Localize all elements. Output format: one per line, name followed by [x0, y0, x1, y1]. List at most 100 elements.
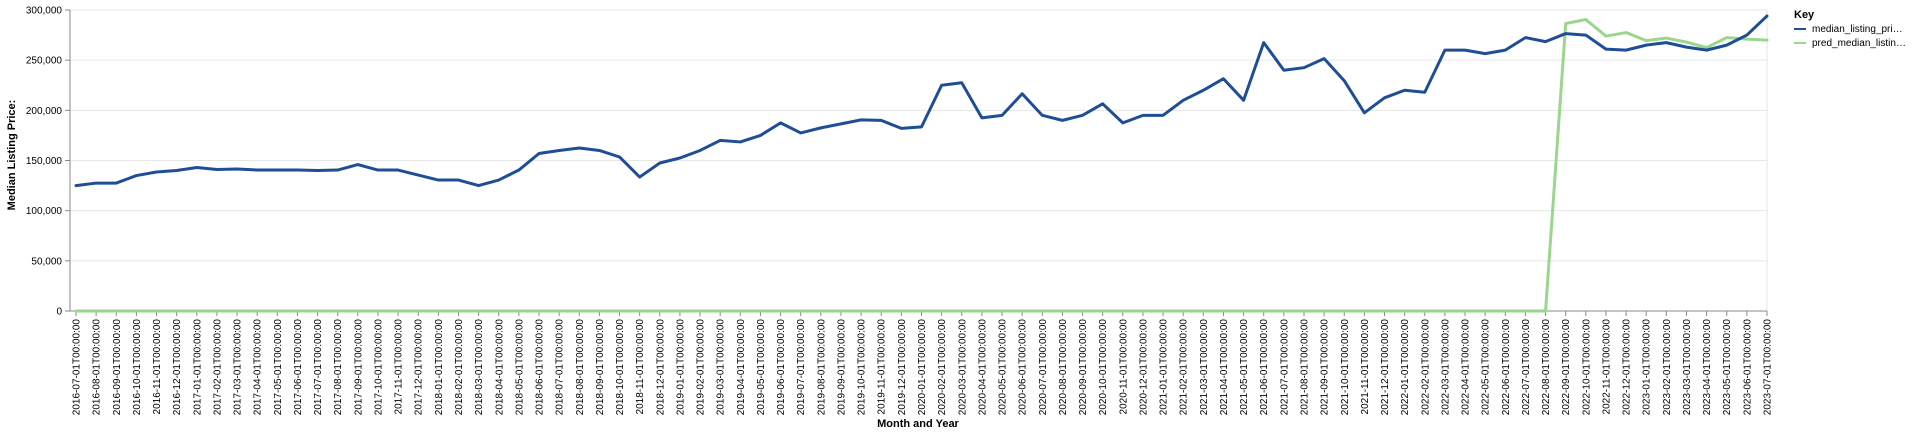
series-line-median-listing-pri — [74, 14, 1769, 188]
x-tick-label: 2021-09-01T00:00:00 — [1320, 319, 1331, 416]
x-tick-label: 2017-11-01T00:00:00 — [394, 319, 405, 415]
x-tick-label: 2019-12-01T00:00:00 — [897, 319, 908, 416]
x-tick-label: 2019-06-01T00:00:00 — [776, 319, 787, 416]
x-tick-label: 2022-06-01T00:00:00 — [1501, 319, 1512, 416]
series-lines — [74, 14, 1769, 313]
x-tick-label: 2019-03-01T00:00:00 — [716, 319, 727, 416]
legend-title: Key — [1794, 9, 1815, 21]
x-tick-label: 2016-07-01T00:00:00 — [72, 319, 83, 416]
x-tick-label: 2020-07-01T00:00:00 — [1038, 319, 1049, 416]
x-tick-label: 2018-01-01T00:00:00 — [434, 319, 445, 416]
x-tick-label: 2020-10-01T00:00:00 — [1098, 319, 1109, 416]
x-tick-label: 2019-08-01T00:00:00 — [816, 319, 827, 416]
x-tick-label: 2021-10-01T00:00:00 — [1340, 319, 1351, 416]
x-tick-label: 2023-01-01T00:00:00 — [1642, 319, 1653, 416]
x-tick-label: 2021-04-01T00:00:00 — [1219, 319, 1230, 416]
x-tick-label: 2017-04-01T00:00:00 — [253, 319, 264, 416]
x-tick-label: 2019-02-01T00:00:00 — [696, 319, 707, 416]
grid-lines — [70, 9, 1768, 312]
x-tick-label: 2023-06-01T00:00:00 — [1742, 319, 1753, 416]
y-tick-label: 250,000 — [26, 56, 63, 67]
x-tick-label: 2018-09-01T00:00:00 — [595, 319, 606, 416]
x-tick-label: 2017-07-01T00:00:00 — [313, 319, 324, 416]
x-tick-label: 2021-02-01T00:00:00 — [1179, 319, 1190, 416]
x-tick-label: 2023-02-01T00:00:00 — [1662, 319, 1673, 416]
legend-entries: median_listing_pri… pred_median_listin… — [1794, 24, 1906, 49]
x-tick-label: 2021-01-01T00:00:00 — [1159, 319, 1170, 416]
x-tick-label: 2022-05-01T00:00:00 — [1481, 319, 1492, 416]
y-tick-label: 300,000 — [26, 6, 63, 17]
legend: Key median_listing_pri… pred_median_listi… — [1794, 9, 1906, 49]
x-tick-label: 2021-08-01T00:00:00 — [1299, 319, 1310, 416]
x-tick-label: 2016-12-01T00:00:00 — [172, 319, 183, 416]
y-tick-label: 200,000 — [26, 106, 63, 117]
x-tick-label: 2021-06-01T00:00:00 — [1259, 319, 1270, 416]
y-axis-title: Median Listing Price: — [6, 100, 18, 211]
x-tick-label: 2017-08-01T00:00:00 — [333, 319, 344, 416]
x-tick-label: 2022-08-01T00:00:00 — [1541, 319, 1552, 416]
series-line-pred-median-listin — [74, 18, 1769, 313]
x-tick-label: 2021-11-01T00:00:00 — [1360, 319, 1371, 415]
x-tick-label: 2020-11-01T00:00:00 — [1118, 319, 1129, 415]
x-tick-label: 2022-11-01T00:00:00 — [1601, 319, 1612, 415]
x-tick-label: 2023-07-01T00:00:00 — [1763, 319, 1774, 416]
x-tick-label: 2019-05-01T00:00:00 — [756, 319, 767, 416]
x-tick-label: 2017-05-01T00:00:00 — [273, 319, 284, 416]
x-tick-label: 2020-04-01T00:00:00 — [977, 319, 988, 416]
x-tick-label: 2021-05-01T00:00:00 — [1239, 319, 1250, 416]
axes: 0 50,000 100,000 150,000 200,000 250,000 300,0… — [26, 6, 1774, 416]
x-tick-label: 2018-12-01T00:00:00 — [655, 319, 666, 416]
x-tick-label: 2022-09-01T00:00:00 — [1561, 319, 1572, 416]
x-tick-label: 2018-05-01T00:00:00 — [514, 319, 525, 416]
x-tick-label: 2018-06-01T00:00:00 — [535, 319, 546, 416]
x-tick-label: 2017-12-01T00:00:00 — [414, 319, 425, 416]
x-tick-label: 2016-09-01T00:00:00 — [112, 319, 123, 416]
x-tick-label: 2021-03-01T00:00:00 — [1199, 319, 1210, 416]
y-tick-label: 150,000 — [26, 156, 63, 167]
x-tick-label: 2018-08-01T00:00:00 — [575, 319, 586, 416]
x-tick-label: 2018-07-01T00:00:00 — [555, 319, 566, 416]
x-tick-label: 2018-03-01T00:00:00 — [474, 319, 485, 416]
x-tick-label: 2020-08-01T00:00:00 — [1058, 319, 1069, 416]
x-tick-label: 2018-11-01T00:00:00 — [635, 319, 646, 415]
x-tick-label: 2020-01-01T00:00:00 — [917, 319, 928, 416]
x-tick-label: 2016-10-01T00:00:00 — [132, 319, 143, 416]
x-tick-label: 2023-04-01T00:00:00 — [1702, 319, 1713, 416]
x-tick-label: 2020-06-01T00:00:00 — [1018, 319, 1029, 416]
x-tick-label: 2018-10-01T00:00:00 — [615, 319, 626, 416]
x-tick-label: 2017-09-01T00:00:00 — [353, 319, 364, 416]
x-tick-label: 2017-02-01T00:00:00 — [212, 319, 223, 416]
x-tick-label: 2022-10-01T00:00:00 — [1581, 319, 1592, 416]
x-tick-label: 2022-03-01T00:00:00 — [1440, 319, 1451, 416]
x-tick-label: 2022-12-01T00:00:00 — [1622, 319, 1633, 416]
y-tick-label: 100,000 — [26, 206, 63, 217]
x-tick-label: 2022-04-01T00:00:00 — [1461, 319, 1472, 416]
x-tick-label: 2022-01-01T00:00:00 — [1400, 319, 1411, 416]
y-tick-label: 50,000 — [31, 256, 62, 267]
x-tick-label: 2023-05-01T00:00:00 — [1722, 319, 1733, 416]
x-tick-label: 2022-02-01T00:00:00 — [1420, 319, 1431, 416]
x-tick-label: 2020-03-01T00:00:00 — [957, 319, 968, 416]
x-tick-label: 2020-05-01T00:00:00 — [998, 319, 1009, 416]
x-tick-label: 2019-11-01T00:00:00 — [877, 319, 888, 415]
x-tick-label: 2019-10-01T00:00:00 — [857, 319, 868, 416]
legend-label: median_listing_pri… — [1812, 24, 1903, 35]
x-tick-label: 2019-04-01T00:00:00 — [736, 319, 747, 416]
x-tick-label: 2021-12-01T00:00:00 — [1380, 319, 1391, 416]
x-tick-label: 2019-07-01T00:00:00 — [796, 319, 807, 416]
x-tick-label: 2018-02-01T00:00:00 — [454, 319, 465, 416]
x-tick-label: 2017-06-01T00:00:00 — [293, 319, 304, 416]
x-tick-label: 2021-07-01T00:00:00 — [1279, 319, 1290, 416]
x-tick-label: 2020-02-01T00:00:00 — [937, 319, 948, 416]
x-tick-label: 2019-09-01T00:00:00 — [836, 319, 847, 416]
x-tick-label: 2019-01-01T00:00:00 — [675, 319, 686, 416]
y-tick-label: 0 — [56, 307, 62, 318]
x-tick-label: 2017-10-01T00:00:00 — [373, 319, 384, 416]
x-tick-label: 2023-03-01T00:00:00 — [1682, 319, 1693, 416]
x-tick-label: 2020-12-01T00:00:00 — [1138, 319, 1149, 416]
x-tick-label: 2017-03-01T00:00:00 — [233, 319, 244, 416]
x-tick-label: 2016-08-01T00:00:00 — [92, 319, 103, 416]
x-tick-label: 2017-01-01T00:00:00 — [192, 319, 203, 416]
